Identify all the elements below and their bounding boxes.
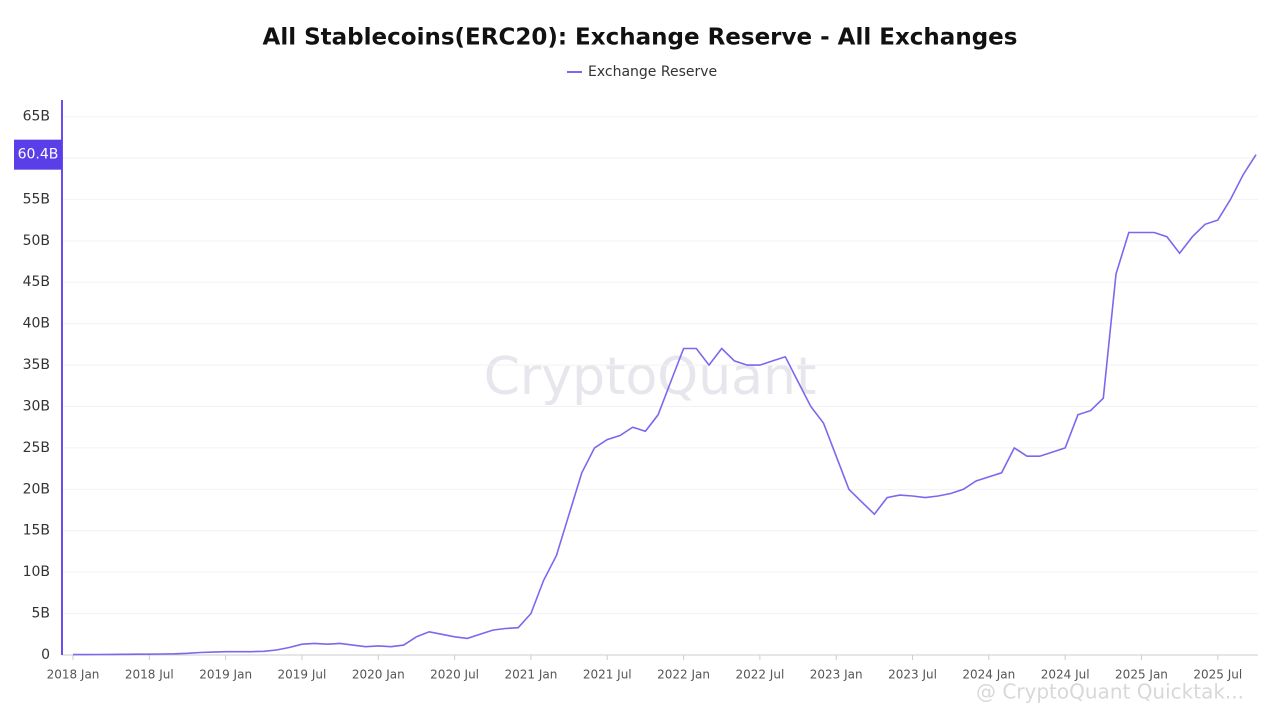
y-tick-label: 10B: [23, 564, 50, 580]
x-tick-label: 2021 Jul: [583, 668, 632, 682]
x-tick-label: 2025 Jul: [1193, 668, 1242, 682]
y-tick-label: 0: [41, 647, 50, 663]
x-tick-label: 2023 Jul: [888, 668, 937, 682]
y-tick-label: 20B: [23, 481, 50, 497]
x-tick-label: 2021 Jan: [504, 668, 557, 682]
x-tick-label: 2022 Jul: [735, 668, 784, 682]
x-tick-label: 2018 Jul: [125, 668, 174, 682]
x-tick-label: 2018 Jan: [47, 668, 100, 682]
x-tick-label: 2019 Jan: [199, 668, 252, 682]
legend-label: Exchange Reserve: [588, 64, 717, 80]
x-tick-label: 2020 Jan: [352, 668, 405, 682]
footer-watermark: @ CryptoQuant Quicktak...: [976, 680, 1244, 704]
x-tick-label: 2024 Jan: [962, 668, 1015, 682]
x-tick-label: 2025 Jan: [1115, 668, 1168, 682]
watermark: CryptoQuant: [484, 347, 817, 407]
current-value-label: 60.4B: [18, 147, 59, 163]
x-tick-label: 2019 Jul: [278, 668, 327, 682]
x-tick-label: 2022 Jan: [657, 668, 710, 682]
y-tick-label: 35B: [23, 357, 50, 373]
line-series: [73, 154, 1257, 656]
y-tick-label: 15B: [23, 523, 50, 539]
x-tick-label: 2020 Jul: [430, 668, 479, 682]
x-tick-label: 2023 Jan: [810, 668, 863, 682]
y-tick-label: 50B: [23, 233, 50, 249]
y-tick-label: 5B: [31, 606, 50, 622]
y-tick-label: 30B: [23, 398, 50, 414]
y-tick-label: 65B: [23, 109, 50, 125]
y-tick-label: 25B: [23, 440, 50, 456]
x-tick-label: 2024 Jul: [1041, 668, 1090, 682]
y-tick-label: 40B: [23, 316, 50, 332]
y-tick-label: 55B: [23, 191, 50, 207]
y-tick-label: 45B: [23, 274, 50, 290]
chart-title: All Stablecoins(ERC20): Exchange Reserve…: [263, 25, 1018, 51]
current-value-box: [14, 139, 62, 170]
